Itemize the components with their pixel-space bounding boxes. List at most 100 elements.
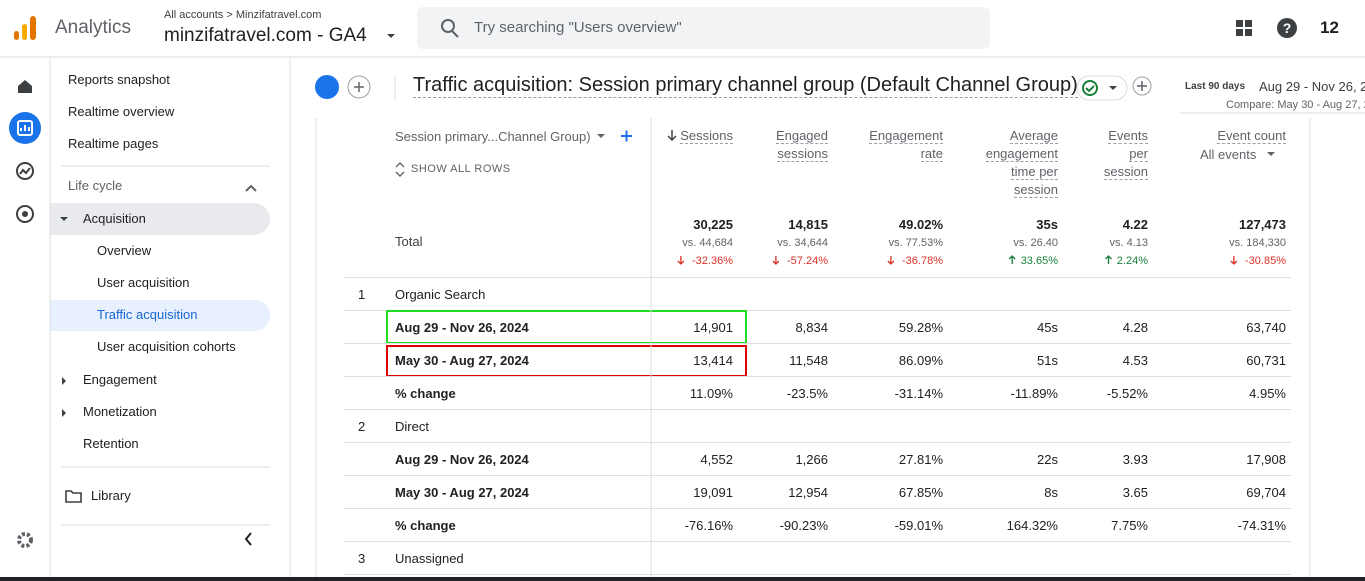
nav-item[interactable]: Realtime pages: [68, 136, 159, 151]
cell: -31.14%: [894, 386, 943, 401]
cell: -90.23%: [779, 518, 828, 533]
row-label: Aug 29 - Nov 26, 2024: [395, 452, 529, 467]
row-divider: [344, 343, 1291, 344]
nav-item[interactable]: Realtime overview: [68, 104, 175, 119]
nav-item[interactable]: Library: [91, 488, 131, 503]
total-value: 49.02%: [898, 217, 943, 232]
nav-item[interactable]: Reports snapshot: [68, 72, 170, 87]
column-header[interactable]: Sessions: [673, 127, 733, 145]
change-arrow: [1230, 256, 1238, 265]
apps-icon[interactable]: [1236, 20, 1252, 36]
row-label: May 30 - Aug 27, 2024: [395, 353, 529, 368]
cell: 45s: [1037, 320, 1058, 335]
row-index: 3: [358, 551, 366, 566]
add-dimension[interactable]: [621, 130, 632, 142]
account-badge[interactable]: 12: [1320, 18, 1339, 37]
column-label[interactable]: Event count: [1217, 128, 1286, 144]
nav-subitem[interactable]: User acquisition: [97, 275, 190, 290]
advertising-icon[interactable]: [16, 205, 34, 223]
total-value: 14,815: [788, 217, 828, 232]
breadcrumb[interactable]: All accounts > Minzifatravel.com: [164, 9, 322, 21]
total-compare: vs. 26.40: [1013, 237, 1058, 249]
column-header[interactable]: Events per session: [1088, 127, 1148, 181]
cell: 69,704: [1246, 485, 1286, 500]
change-arrow: [772, 256, 780, 265]
search-input[interactable]: Try searching "Users overview": [474, 19, 682, 36]
cell: 22s: [1037, 452, 1058, 467]
add-comparison[interactable]: [347, 75, 371, 99]
folder-icon: [65, 490, 82, 503]
compare-range: Compare: May 30 - Aug 27, 2: [1226, 99, 1365, 111]
cell: 51s: [1037, 353, 1058, 368]
highlight: [386, 310, 747, 344]
column-label[interactable]: Events per session: [1103, 128, 1148, 180]
nav-item[interactable]: Acquisition: [83, 211, 146, 226]
svg-text:?: ?: [1283, 20, 1292, 36]
cell: 17,908: [1246, 452, 1286, 467]
row-label: % change: [395, 386, 456, 401]
cell: 63,740: [1246, 320, 1286, 335]
settings-icon[interactable]: [17, 532, 33, 548]
column-header[interactable]: Engagement rate: [863, 127, 943, 163]
show-all-rows[interactable]: SHOW ALL ROWS: [411, 163, 511, 175]
change-arrow: [1105, 255, 1112, 264]
cell: -74.31%: [1237, 518, 1286, 533]
highlight: [386, 345, 747, 377]
date-range[interactable]: Aug 29 - Nov 26, 2: [1259, 79, 1365, 94]
column-header[interactable]: Event count: [1186, 127, 1286, 145]
total-label: Total: [395, 234, 423, 249]
cell: 4.53: [1122, 353, 1148, 368]
report-title: Traffic acquisition: Session primary cha…: [413, 74, 1078, 98]
collapse-icon[interactable]: [245, 184, 257, 192]
row-index: 1: [358, 287, 366, 302]
explore-icon[interactable]: [16, 162, 34, 180]
row-divider: [344, 541, 1291, 542]
product-name: Analytics: [55, 17, 132, 38]
collapse-nav[interactable]: [244, 532, 252, 546]
column-header[interactable]: Engaged sessions: [758, 127, 828, 163]
home-icon[interactable]: [18, 80, 32, 93]
cell: -76.16%: [684, 518, 733, 533]
cell: 8s: [1044, 485, 1058, 500]
nav-item[interactable]: Engagement: [83, 372, 157, 387]
column-label[interactable]: Average engagement time per session: [985, 128, 1058, 198]
search-icon: [451, 30, 459, 38]
caret[interactable]: [387, 34, 395, 38]
column-label[interactable]: Engagement rate: [869, 128, 943, 162]
row-divider: [344, 277, 1291, 278]
total-value: 127,473: [1239, 217, 1286, 232]
column-header[interactable]: Average engagement time per session: [978, 127, 1058, 199]
column-label[interactable]: Sessions: [680, 128, 733, 144]
total-change: -32.36%: [692, 255, 733, 267]
cell: 11,548: [789, 353, 828, 368]
property-name[interactable]: minzifatravel.com - GA4: [164, 25, 367, 46]
nav-section[interactable]: Life cycle: [68, 178, 123, 193]
logo: [14, 31, 19, 40]
nav-subitem[interactable]: Overview: [97, 243, 152, 258]
reports-icon[interactable]: [9, 112, 41, 144]
row-divider: [344, 442, 1291, 443]
nav-item[interactable]: Retention: [83, 436, 139, 451]
total-compare: vs. 184,330: [1229, 237, 1286, 249]
cell: 86.09%: [898, 353, 943, 368]
nav-item[interactable]: Monetization: [83, 404, 157, 419]
cell: 27.81%: [898, 452, 943, 467]
row-divider: [344, 310, 1291, 311]
total-value: 30,225: [693, 217, 733, 232]
cell: 11.09%: [689, 386, 733, 401]
total-value: 4.22: [1122, 217, 1148, 232]
row-label: Aug 29 - Nov 26, 2024: [395, 320, 529, 335]
column-label[interactable]: Engaged sessions: [775, 128, 828, 162]
help-icon[interactable]: [1277, 18, 1297, 38]
metric-selector[interactable]: All events: [1200, 147, 1257, 162]
change-arrow: [887, 256, 895, 265]
cell: 3.65: [1122, 485, 1148, 500]
cell: -11.89%: [1010, 386, 1058, 401]
nav-subitem[interactable]: User acquisition cohorts: [97, 339, 236, 354]
nav-subitem[interactable]: Traffic acquisition: [97, 307, 198, 322]
dimension-header[interactable]: Session primary...Channel Group): [395, 129, 591, 144]
cell: 19,091: [693, 485, 733, 500]
customize[interactable]: [1132, 76, 1152, 96]
logo: [30, 16, 36, 40]
